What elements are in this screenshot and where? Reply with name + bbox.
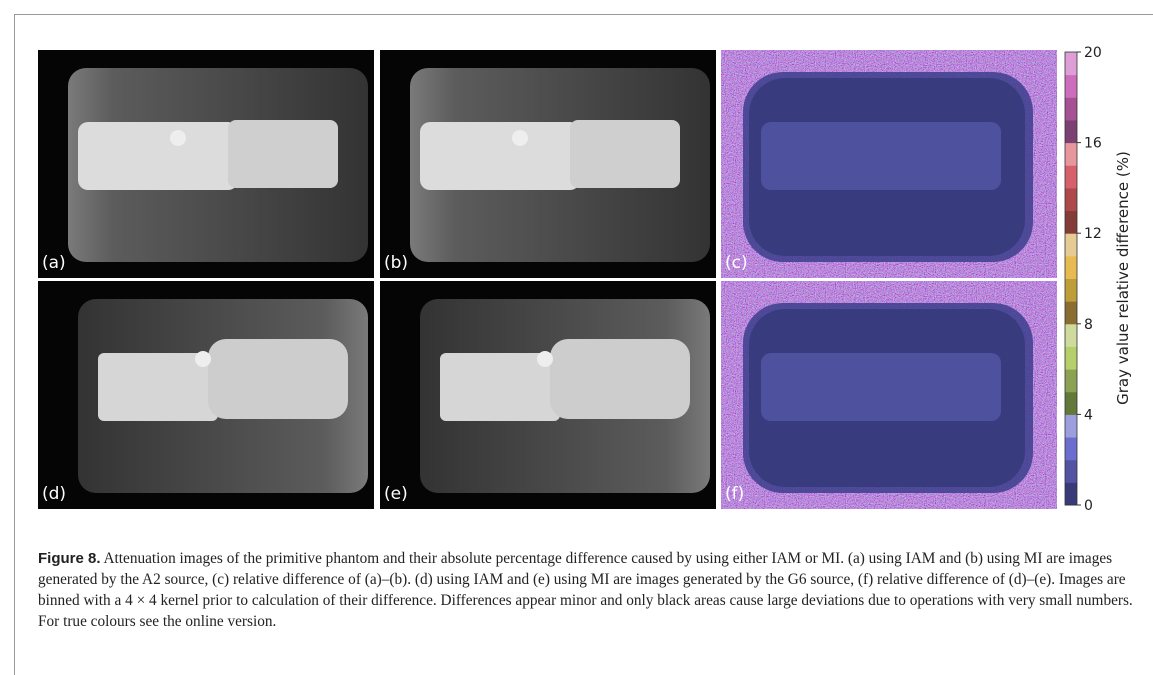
colorbar-label: Gray value relative difference (%) [1114, 151, 1132, 405]
panel-label: (f) [725, 484, 744, 504]
figure: Gray value relative difference (%) (a) (b… [0, 0, 1153, 540]
colorbar-segment [1065, 460, 1077, 483]
colorbar-segment [1065, 301, 1077, 324]
colorbar-segment [1065, 233, 1077, 256]
panel-label: (d) [42, 484, 66, 504]
colorbar-tick-label: 4 [1084, 407, 1093, 423]
caption: Figure 8. Attenuation images of the prim… [38, 548, 1138, 632]
colorbar-segment [1065, 211, 1077, 234]
colorbar-segment [1065, 324, 1077, 347]
colorbar-tick-label: 8 [1084, 317, 1093, 333]
colorbar-segment [1065, 188, 1077, 211]
caption-text: Attenuation images of the primitive phan… [38, 550, 1133, 630]
colorbar-segment [1065, 143, 1077, 166]
panel-label: (e) [384, 484, 408, 504]
colorbar-tick-label: 16 [1084, 136, 1102, 152]
colorbar-tick-label: 12 [1084, 226, 1102, 242]
panel-label: (b) [384, 253, 408, 273]
colorbar-segment [1065, 75, 1077, 98]
colorbar-segment [1065, 482, 1077, 505]
colorbar-segment [1065, 392, 1077, 415]
colorbar-segment [1065, 346, 1077, 369]
colorbar-segment [1065, 120, 1077, 143]
colorbar-segment [1065, 52, 1077, 75]
caption-label: Figure 8. [38, 550, 101, 567]
colorbar-segment [1065, 279, 1077, 302]
colorbar-tick-label: 20 [1084, 45, 1102, 61]
colorbar-segment [1065, 256, 1077, 279]
colorbar-tick-label: 0 [1084, 498, 1093, 514]
colorbar-segment [1065, 414, 1077, 437]
panel-label: (a) [42, 253, 66, 273]
colorbar-segment [1065, 97, 1077, 120]
panel-label: (c) [725, 253, 748, 273]
colorbar-segment [1065, 165, 1077, 188]
colorbar-segment [1065, 437, 1077, 460]
colorbar-segment [1065, 369, 1077, 392]
page: Gray value relative difference (%) (a) (b… [0, 0, 1153, 675]
